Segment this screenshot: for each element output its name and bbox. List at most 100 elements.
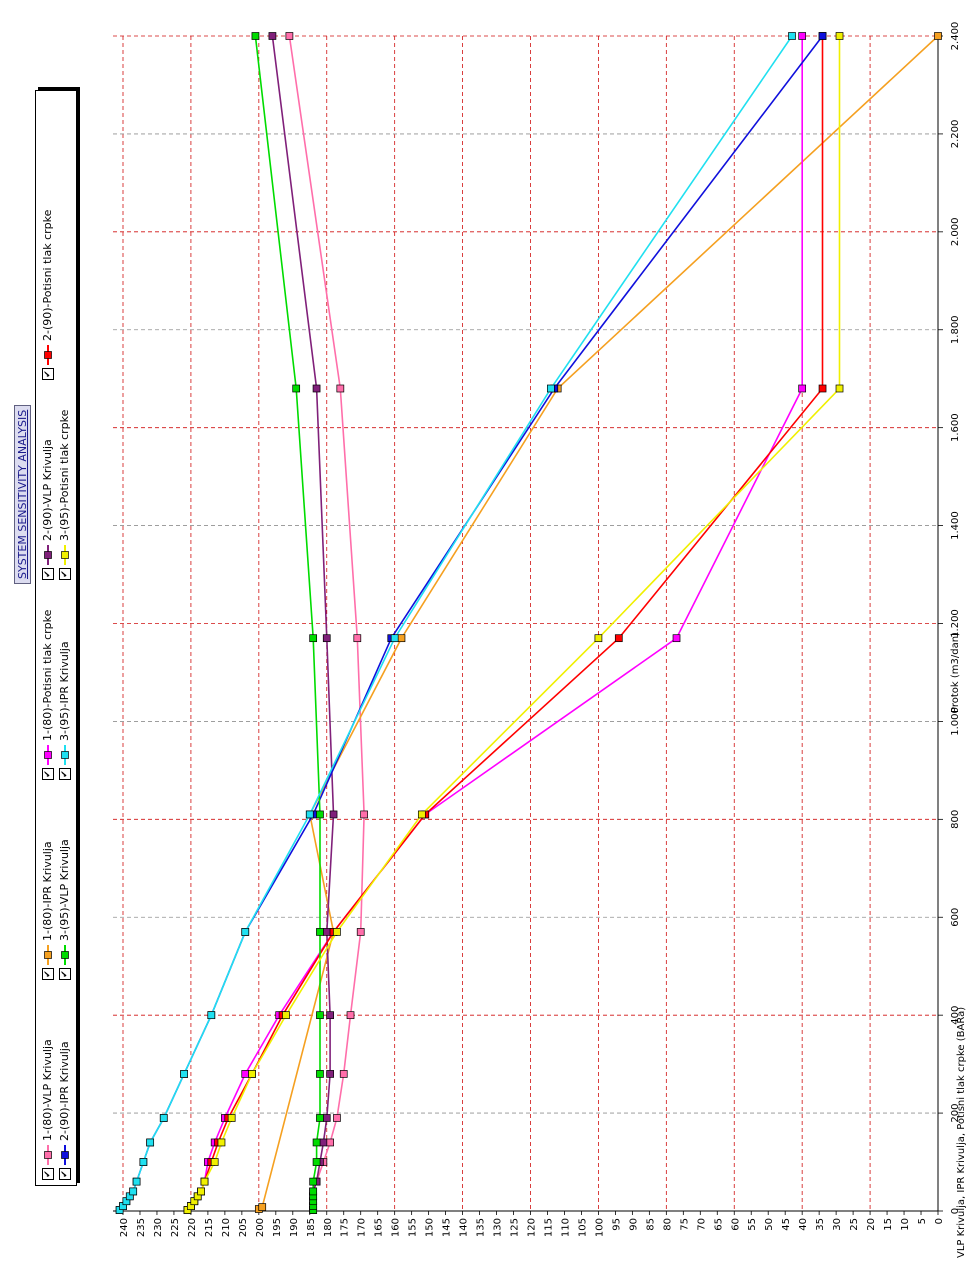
series-marker [835,384,844,393]
legend-item[interactable]: ✔ 2-(90)-VLP Krivulja [40,385,56,580]
series-marker [210,1158,219,1166]
y-tick-label: 135 [476,1218,487,1237]
legend-item[interactable]: ✔ 1-(80)-IPR Krivulja [40,785,56,980]
y-tick-label: 90 [628,1218,639,1231]
legend-swatch [44,945,52,965]
series-marker [326,1011,334,1020]
series-marker [316,1070,324,1078]
legend-checkbox[interactable]: ✔ [59,768,71,780]
legend-item[interactable]: ✔ 3-(95)-IPR Krivulja [57,585,73,780]
series-marker [312,1138,321,1147]
x-tick-label: 400 [950,1006,961,1025]
legend-checkbox[interactable]: ✔ [59,568,71,580]
legend-label: 1-(80)-Potisni tlak crpke [41,609,54,741]
y-tick-label: 0 [934,1218,945,1224]
series-marker [333,928,341,936]
y-tick-label: 185 [306,1218,317,1237]
legend-checkbox[interactable]: ✔ [42,768,54,780]
y-tick-label: 120 [527,1218,538,1237]
series-marker [207,1011,216,1020]
series-marker [248,1070,256,1078]
series-marker [594,634,603,643]
legend-item[interactable]: ✔ 1-(80)-Potisni tlak crpke [40,585,56,780]
series-marker [241,928,250,936]
y-tick-label: 195 [272,1218,283,1237]
legend-checkbox[interactable]: ✔ [59,1168,71,1180]
y-tick-label: 160 [391,1218,402,1237]
y-tick-label: 5 [917,1218,928,1224]
y-tick-label: 165 [374,1218,385,1237]
x-tick-label: 800 [950,810,961,829]
y-tick-label: 10 [900,1218,911,1231]
legend-swatch-marker [44,351,52,359]
x-tick-label: 1.800 [950,315,961,344]
y-tick-label: 225 [170,1218,181,1237]
series-marker [322,634,331,643]
series-line [271,35,335,1210]
series-marker [200,1177,209,1186]
y-tick-label: 75 [679,1218,690,1231]
series-marker [818,32,827,40]
legend-checkbox[interactable]: ✔ [42,968,54,980]
series-marker [285,32,294,40]
legend-checkbox[interactable]: ✔ [42,568,54,580]
chart-title: SYSTEM SENSITIVITY ANALYSIS [14,404,31,584]
y-tick-label: 105 [577,1218,588,1237]
x-tick-label: 1.200 [950,609,961,638]
series-marker [316,810,324,819]
series-marker [217,1138,226,1147]
legend-label: 3-(95)-Potisni tlak crpke [58,409,71,541]
series-marker [339,1070,348,1078]
series-marker [312,384,321,393]
legend-swatch-marker [44,751,52,759]
tick-labels: 0510152025303540455055606570758085909510… [119,22,961,1237]
series-marker [326,1070,334,1078]
series-marker [329,810,338,819]
legend-checkbox[interactable]: ✔ [59,968,71,980]
x-tick-label: 1.400 [950,511,961,540]
series-marker [346,1011,355,1020]
y-tick-label: 145 [442,1218,453,1237]
legend-checkbox[interactable]: ✔ [42,368,54,380]
legend-item[interactable]: ✔ 1-(80)-VLP Krivulja [40,985,56,1180]
series-marker [132,1177,141,1186]
y-tick-label: 20 [866,1218,877,1231]
legend-swatch [44,345,52,365]
y-tick-label: 25 [849,1218,860,1231]
y-tick-label: 30 [832,1218,843,1231]
legend-swatch-marker [44,551,52,559]
series-line [186,36,804,1211]
series-marker [835,32,844,40]
series-marker [360,810,368,819]
legend-swatch [44,1145,52,1165]
legend-item[interactable]: ✔ 2-(90)-Potisni tlak crpke [40,185,56,380]
series-marker [390,634,399,643]
series-line [254,35,321,1210]
x-tick-label: 1.600 [950,413,961,442]
legend-item[interactable]: ✔ 3-(95)-Potisni tlak crpke [57,385,73,580]
legend-checkbox[interactable]: ✔ [42,1168,54,1180]
series-marker [146,1138,155,1147]
y-tick-label: 110 [560,1218,571,1237]
series-line [118,35,824,1211]
legend-item[interactable]: ✔ 3-(95)-VLP Krivulja [57,785,73,980]
y-tick-label: 205 [238,1218,249,1237]
x-tick-label: 2.000 [950,218,961,247]
series-line [118,35,793,1211]
legend-swatch-marker [61,1151,69,1159]
series-marker [309,1177,318,1186]
y-tick-label: 180 [323,1218,334,1237]
series-marker [197,1187,205,1196]
x-tick-label: 1.000 [950,707,961,736]
legend-label: 1-(80)-VLP Krivulja [41,1039,54,1141]
legend-item[interactable]: ✔ 2-(90)-IPR Krivulja [57,985,73,1180]
legend-swatch-marker [61,751,69,759]
series-line [186,36,824,1211]
series-marker [129,1187,138,1196]
series-marker [333,1114,341,1122]
legend-label: 2-(90)-IPR Krivulja [58,1041,71,1141]
y-tick-label: 210 [221,1218,232,1237]
series-line [186,36,841,1211]
series-marker [322,1114,331,1122]
